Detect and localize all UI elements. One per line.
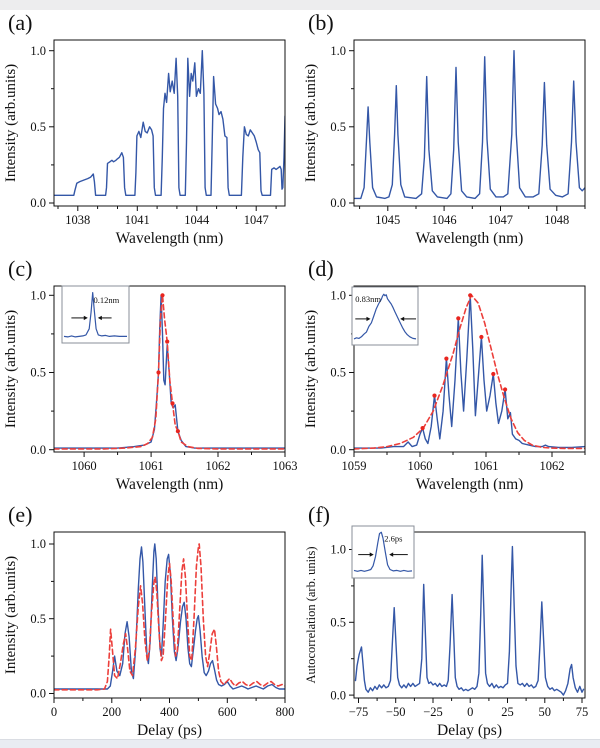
panel-b-label: (b): [308, 10, 334, 35]
svg-text:Intensity (arb.units): Intensity (arb.units): [3, 556, 19, 674]
svg-text:0.12nm: 0.12nm: [93, 295, 119, 305]
svg-text:1048: 1048: [544, 213, 569, 227]
svg-text:0.5: 0.5: [330, 616, 346, 630]
svg-text:25: 25: [501, 705, 514, 719]
svg-text:Delay (ps): Delay (ps): [137, 722, 202, 739]
svg-text:0.0: 0.0: [30, 687, 46, 701]
svg-text:1061: 1061: [474, 459, 499, 473]
svg-text:0.5: 0.5: [30, 120, 46, 134]
svg-text:1044: 1044: [184, 213, 210, 227]
svg-text:0.0: 0.0: [330, 688, 346, 702]
plot-b: 1045 1046 1047 1048 0.0 0.5 1.0 Wavelength (nm)…: [303, 39, 586, 247]
plot-e: 0 200 400 600 800 0.0 0.5 1.0 Delay (ps) Intensit…: [3, 531, 295, 739]
svg-text:400: 400: [160, 705, 179, 719]
svg-text:0.5: 0.5: [30, 366, 46, 380]
svg-text:800: 800: [276, 705, 295, 719]
svg-text:600: 600: [218, 705, 237, 719]
page-top-strip: [0, 0, 600, 10]
svg-text:0.0: 0.0: [30, 443, 46, 457]
svg-text:Autocorrelation (arb. units): Autocorrelation (arb. units): [304, 546, 318, 683]
panel-b: (b) 1045 1046 1047 1048 0.0 0.5 1.0 Wavelength …: [300, 10, 600, 256]
svg-text:0: 0: [51, 705, 57, 719]
svg-text:0.0: 0.0: [330, 443, 346, 457]
svg-text:Delay (ps): Delay (ps): [437, 722, 502, 739]
svg-text:2.6ps: 2.6ps: [384, 534, 402, 544]
svg-text:Intensity (arb.units): Intensity (arb.units): [3, 310, 19, 428]
panel-e: (e) 0 200 400 600 800 0.0 0.5 1.0 Delay (ps) Inte…: [0, 502, 300, 748]
svg-text:75: 75: [576, 705, 589, 719]
svg-text:Intensity (arb.units): Intensity (arb.units): [3, 64, 19, 182]
panel-c: (c) 1060 1061 1062 1063 0.0 0.5 1.0 Wavelength …: [0, 256, 300, 502]
svg-text:0: 0: [467, 705, 473, 719]
svg-text:Wavelength (nm): Wavelength (nm): [116, 476, 224, 493]
svg-text:0.0: 0.0: [30, 196, 46, 210]
svg-text:1059: 1059: [342, 459, 367, 473]
svg-text:0.0: 0.0: [330, 196, 346, 210]
svg-text:Wavelength (nm): Wavelength (nm): [116, 230, 224, 247]
svg-text:−50: −50: [386, 705, 406, 719]
svg-text:1061: 1061: [139, 459, 164, 473]
svg-text:1046: 1046: [432, 213, 457, 227]
svg-text:1045: 1045: [375, 213, 400, 227]
svg-text:1038: 1038: [65, 213, 90, 227]
svg-text:1047: 1047: [244, 213, 269, 227]
svg-text:0.5: 0.5: [30, 612, 46, 626]
plot-a: 1038 1041 1044 1047 0.0 0.5 1.0 Wavelength (nm)…: [3, 39, 286, 247]
svg-text:0.5: 0.5: [330, 120, 346, 134]
plot-d: 1059 1060 1061 1062 0.0 0.5 1.0 Wavelength (nm)…: [303, 285, 586, 493]
panel-c-label: (c): [8, 256, 33, 281]
svg-text:Intensity (arb.units): Intensity (arb.units): [303, 310, 319, 428]
panel-f-label: (f): [308, 502, 330, 527]
svg-text:1.0: 1.0: [30, 289, 46, 303]
panel-d-label: (d): [308, 256, 334, 281]
panel-f: (f) −75 −50 −25 0 25 50 75 0.0 0.5 1.0 Delay (ps) A…: [300, 502, 600, 748]
plot-f: −75 −50 −25 0 25 50 75 0.0 0.5 1.0 Delay (ps) Autoc…: [304, 525, 589, 739]
svg-text:−75: −75: [349, 705, 369, 719]
svg-text:1.0: 1.0: [330, 543, 346, 557]
svg-text:Wavelength (nm): Wavelength (nm): [416, 230, 524, 247]
panel-a-label: (a): [8, 10, 33, 35]
svg-text:1041: 1041: [125, 213, 150, 227]
svg-text:1.0: 1.0: [330, 289, 346, 303]
svg-text:Intensity (arb.units): Intensity (arb.units): [303, 64, 319, 182]
svg-text:0.83nm: 0.83nm: [355, 294, 381, 304]
svg-text:1062: 1062: [206, 459, 231, 473]
svg-text:1060: 1060: [72, 459, 97, 473]
svg-text:1060: 1060: [408, 459, 433, 473]
svg-text:1.0: 1.0: [30, 537, 46, 551]
panel-a: (a) 1038 1041 1044 1047 0.0 0.5 1.0 Wavelength …: [0, 10, 300, 256]
svg-text:1063: 1063: [273, 459, 298, 473]
svg-text:200: 200: [102, 705, 121, 719]
svg-text:50: 50: [539, 705, 552, 719]
svg-text:−25: −25: [423, 705, 443, 719]
svg-text:1.0: 1.0: [330, 44, 346, 58]
page-bottom-strip: [0, 739, 600, 748]
svg-text:1047: 1047: [488, 213, 513, 227]
plot-c: 1060 1061 1062 1063 0.0 0.5 1.0 Wavelength (nm)…: [3, 285, 298, 493]
panel-d: (d) 1059 1060 1061 1062 0.0 0.5 1.0 Wavelength …: [300, 256, 600, 502]
svg-text:Wavelength (nm): Wavelength (nm): [416, 476, 524, 493]
panel-e-label: (e): [8, 502, 33, 527]
svg-text:1062: 1062: [540, 459, 565, 473]
svg-text:0.5: 0.5: [330, 366, 346, 380]
svg-text:1.0: 1.0: [30, 44, 46, 58]
